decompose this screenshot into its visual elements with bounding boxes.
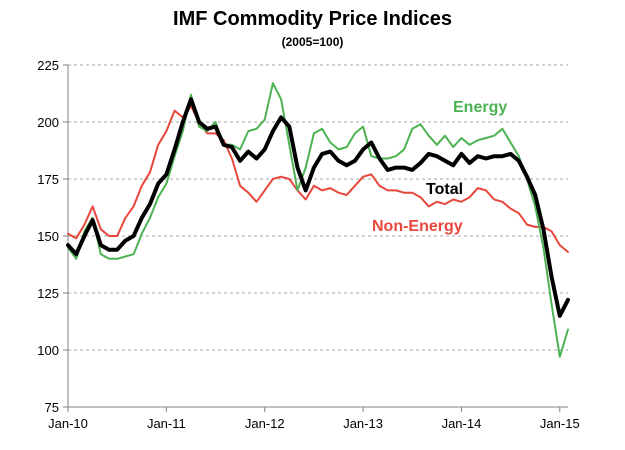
x-axis-ticks: Jan-10 Jan-11 Jan-12 Jan-13 Jan-14 Jan-15 — [48, 407, 580, 431]
x-tick-label: Jan-14 — [442, 416, 482, 431]
chart-subtitle: (2005=100) — [281, 35, 344, 49]
series-line-energy — [67, 82, 569, 358]
series-line-total — [66, 97, 570, 318]
gridlines — [68, 64, 568, 351]
series-label-non-energy: Non-Energy — [372, 218, 463, 235]
y-tick-label: 175 — [37, 172, 59, 187]
y-tick-label: 225 — [37, 58, 59, 73]
x-tick-label: Jan-11 — [147, 416, 186, 431]
y-tick-label: 75 — [45, 400, 59, 415]
x-tick-label: Jan-13 — [343, 416, 383, 431]
y-tick-label: 125 — [37, 286, 59, 301]
series-lines — [66, 82, 570, 358]
x-tick-label: Jan-10 — [48, 416, 88, 431]
x-tick-label: Jan-15 — [540, 416, 580, 431]
y-tick-label: 100 — [37, 343, 59, 358]
x-tick-label: Jan-12 — [245, 416, 285, 431]
series-labels: Energy Total Non-Energy — [372, 99, 507, 235]
chart-title: IMF Commodity Price Indices — [173, 8, 452, 30]
y-tick-label: 200 — [37, 115, 59, 130]
y-axis-ticks: 75 100 125 150 175 200 225 — [37, 58, 68, 415]
series-label-energy: Energy — [453, 99, 507, 116]
y-tick-label: 150 — [37, 229, 59, 244]
series-line-non-energy — [67, 105, 569, 253]
series-label-total: Total — [426, 181, 463, 198]
